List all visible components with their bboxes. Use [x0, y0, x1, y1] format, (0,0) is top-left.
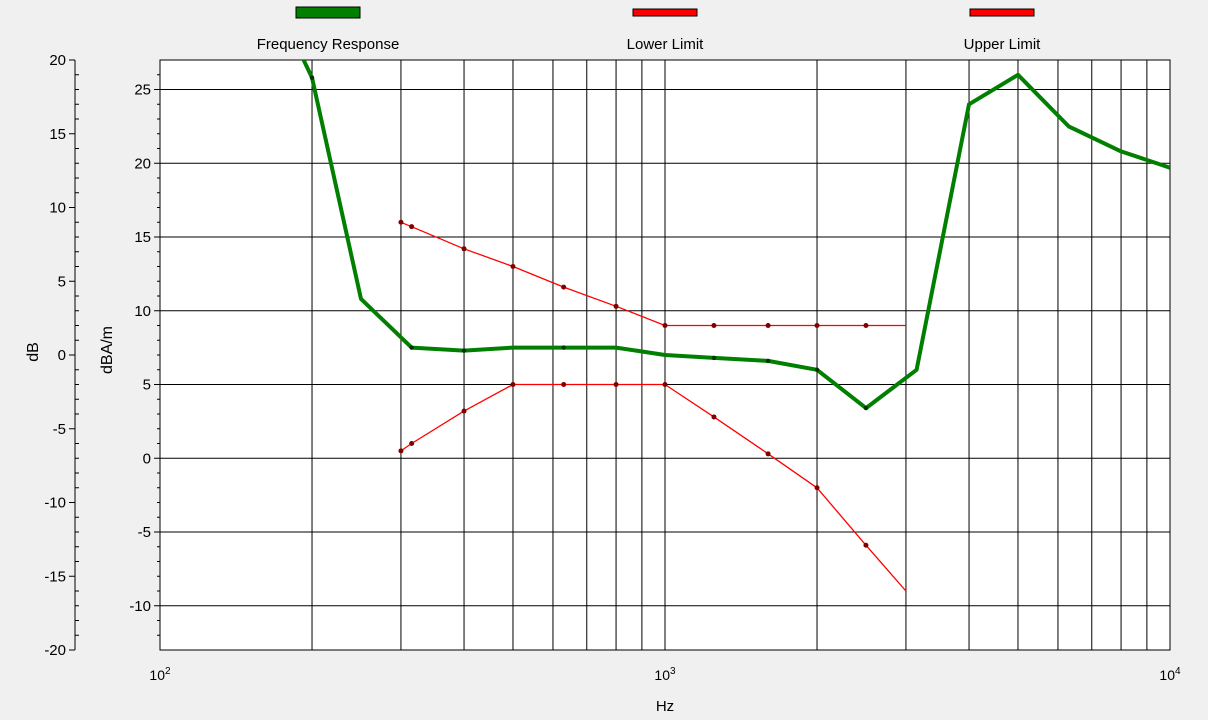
- upper-limit-point: [814, 323, 820, 328]
- left-axis-tick-label: 15: [49, 126, 66, 143]
- frequency-response-point: [863, 405, 869, 411]
- right-y-axis: 25 20 15 10 5 0 -5 -10: [129, 74, 160, 636]
- lower-limit-point: [561, 382, 567, 387]
- x-tick-exponent: 4: [1175, 666, 1181, 677]
- upper-limit-point: [398, 219, 404, 225]
- lower-limit-point: [863, 542, 869, 548]
- series-layer: [301, 60, 1170, 592]
- lower-limit-legend-swatch: [632, 8, 698, 17]
- x-axis-tick-label: 103: [654, 666, 676, 683]
- lower-limit-line: [400, 383, 907, 592]
- upper-limit-point: [613, 303, 619, 309]
- lower-limit-point: [814, 485, 820, 491]
- right-axis-tick-label: -10: [129, 598, 151, 615]
- upper-limit-point: [409, 224, 415, 230]
- left-axis-tick-label: -15: [44, 568, 66, 585]
- left-axis-tick-label: -20: [44, 642, 66, 659]
- right-axis-tick-label: 0: [143, 450, 151, 467]
- right-axis-tick-label: 5: [143, 377, 151, 394]
- upper-limit-point: [711, 323, 717, 328]
- right-axis-tick-label: 20: [134, 155, 151, 172]
- upper-limit-legend-swatch: [969, 8, 1035, 17]
- frequency-response-point: [814, 367, 820, 372]
- frequency-response-legend-swatch: [295, 6, 361, 19]
- left-axis-tick-label: 5: [58, 273, 66, 290]
- left-axis-tick-label: 0: [58, 347, 66, 364]
- frequency-response-point: [561, 345, 566, 350]
- left-axis-tick-label: -5: [53, 421, 66, 438]
- x-tick-exponent: 3: [670, 666, 676, 677]
- lower-limit-point: [711, 414, 717, 420]
- grid: [160, 60, 1170, 650]
- right-axis-tick-label: 10: [134, 303, 151, 320]
- x-axis-tick-label: 102: [149, 666, 171, 683]
- upper-limit-point: [863, 323, 869, 328]
- lower-limit-point: [613, 382, 619, 387]
- left-axis-tick-label: -10: [44, 495, 66, 512]
- frequency-response-point: [711, 355, 717, 361]
- upper-limit-legend-label: Upper Limit: [964, 36, 1042, 53]
- lower-limit-point: [461, 408, 467, 414]
- frequency-response-legend-label: Frequency Response: [257, 36, 400, 53]
- lower-limit-legend-label: Lower Limit: [627, 36, 705, 53]
- lower-limit-point: [765, 451, 771, 457]
- right-axis-tick-label: -5: [138, 524, 151, 541]
- lower-limit-point: [510, 382, 516, 387]
- frequency-response-point: [461, 348, 467, 353]
- upper-limit-point: [765, 323, 771, 328]
- left-axis-tick-label: 10: [49, 200, 66, 217]
- lower-limit-point: [398, 448, 404, 454]
- right-y-axis-title: dBA/m: [99, 326, 116, 374]
- right-axis-tick-label: 25: [134, 82, 151, 99]
- x-tick-exponent: 2: [165, 666, 171, 677]
- lower-limit-point: [409, 441, 415, 446]
- lower-limit-point: [662, 382, 668, 387]
- upper-limit-line: [400, 221, 906, 327]
- x-axis-title: Hz: [656, 698, 674, 715]
- x-tick-base: 10: [149, 667, 165, 683]
- upper-limit-point: [561, 284, 567, 290]
- upper-limit-point: [510, 264, 516, 269]
- x-axis: 102 103 104: [149, 666, 1181, 683]
- left-y-axis: 20 15 10 5 0 -5 -10 -15 -20: [44, 52, 79, 659]
- upper-limit-point: [662, 323, 668, 328]
- legend: Frequency Response Lower Limit Upper Limit: [257, 6, 1042, 53]
- frequency-response-point: [765, 358, 771, 364]
- frequency-response-point: [309, 75, 315, 80]
- left-axis-tick-label: 20: [49, 52, 66, 69]
- x-tick-base: 10: [1159, 667, 1175, 683]
- right-axis-tick-label: 15: [134, 229, 151, 246]
- x-axis-tick-label: 104: [1159, 666, 1181, 683]
- frequency-response-point: [409, 345, 414, 350]
- x-tick-base: 10: [654, 667, 670, 683]
- upper-limit-point: [461, 246, 467, 252]
- left-y-axis-title: dB: [25, 342, 42, 362]
